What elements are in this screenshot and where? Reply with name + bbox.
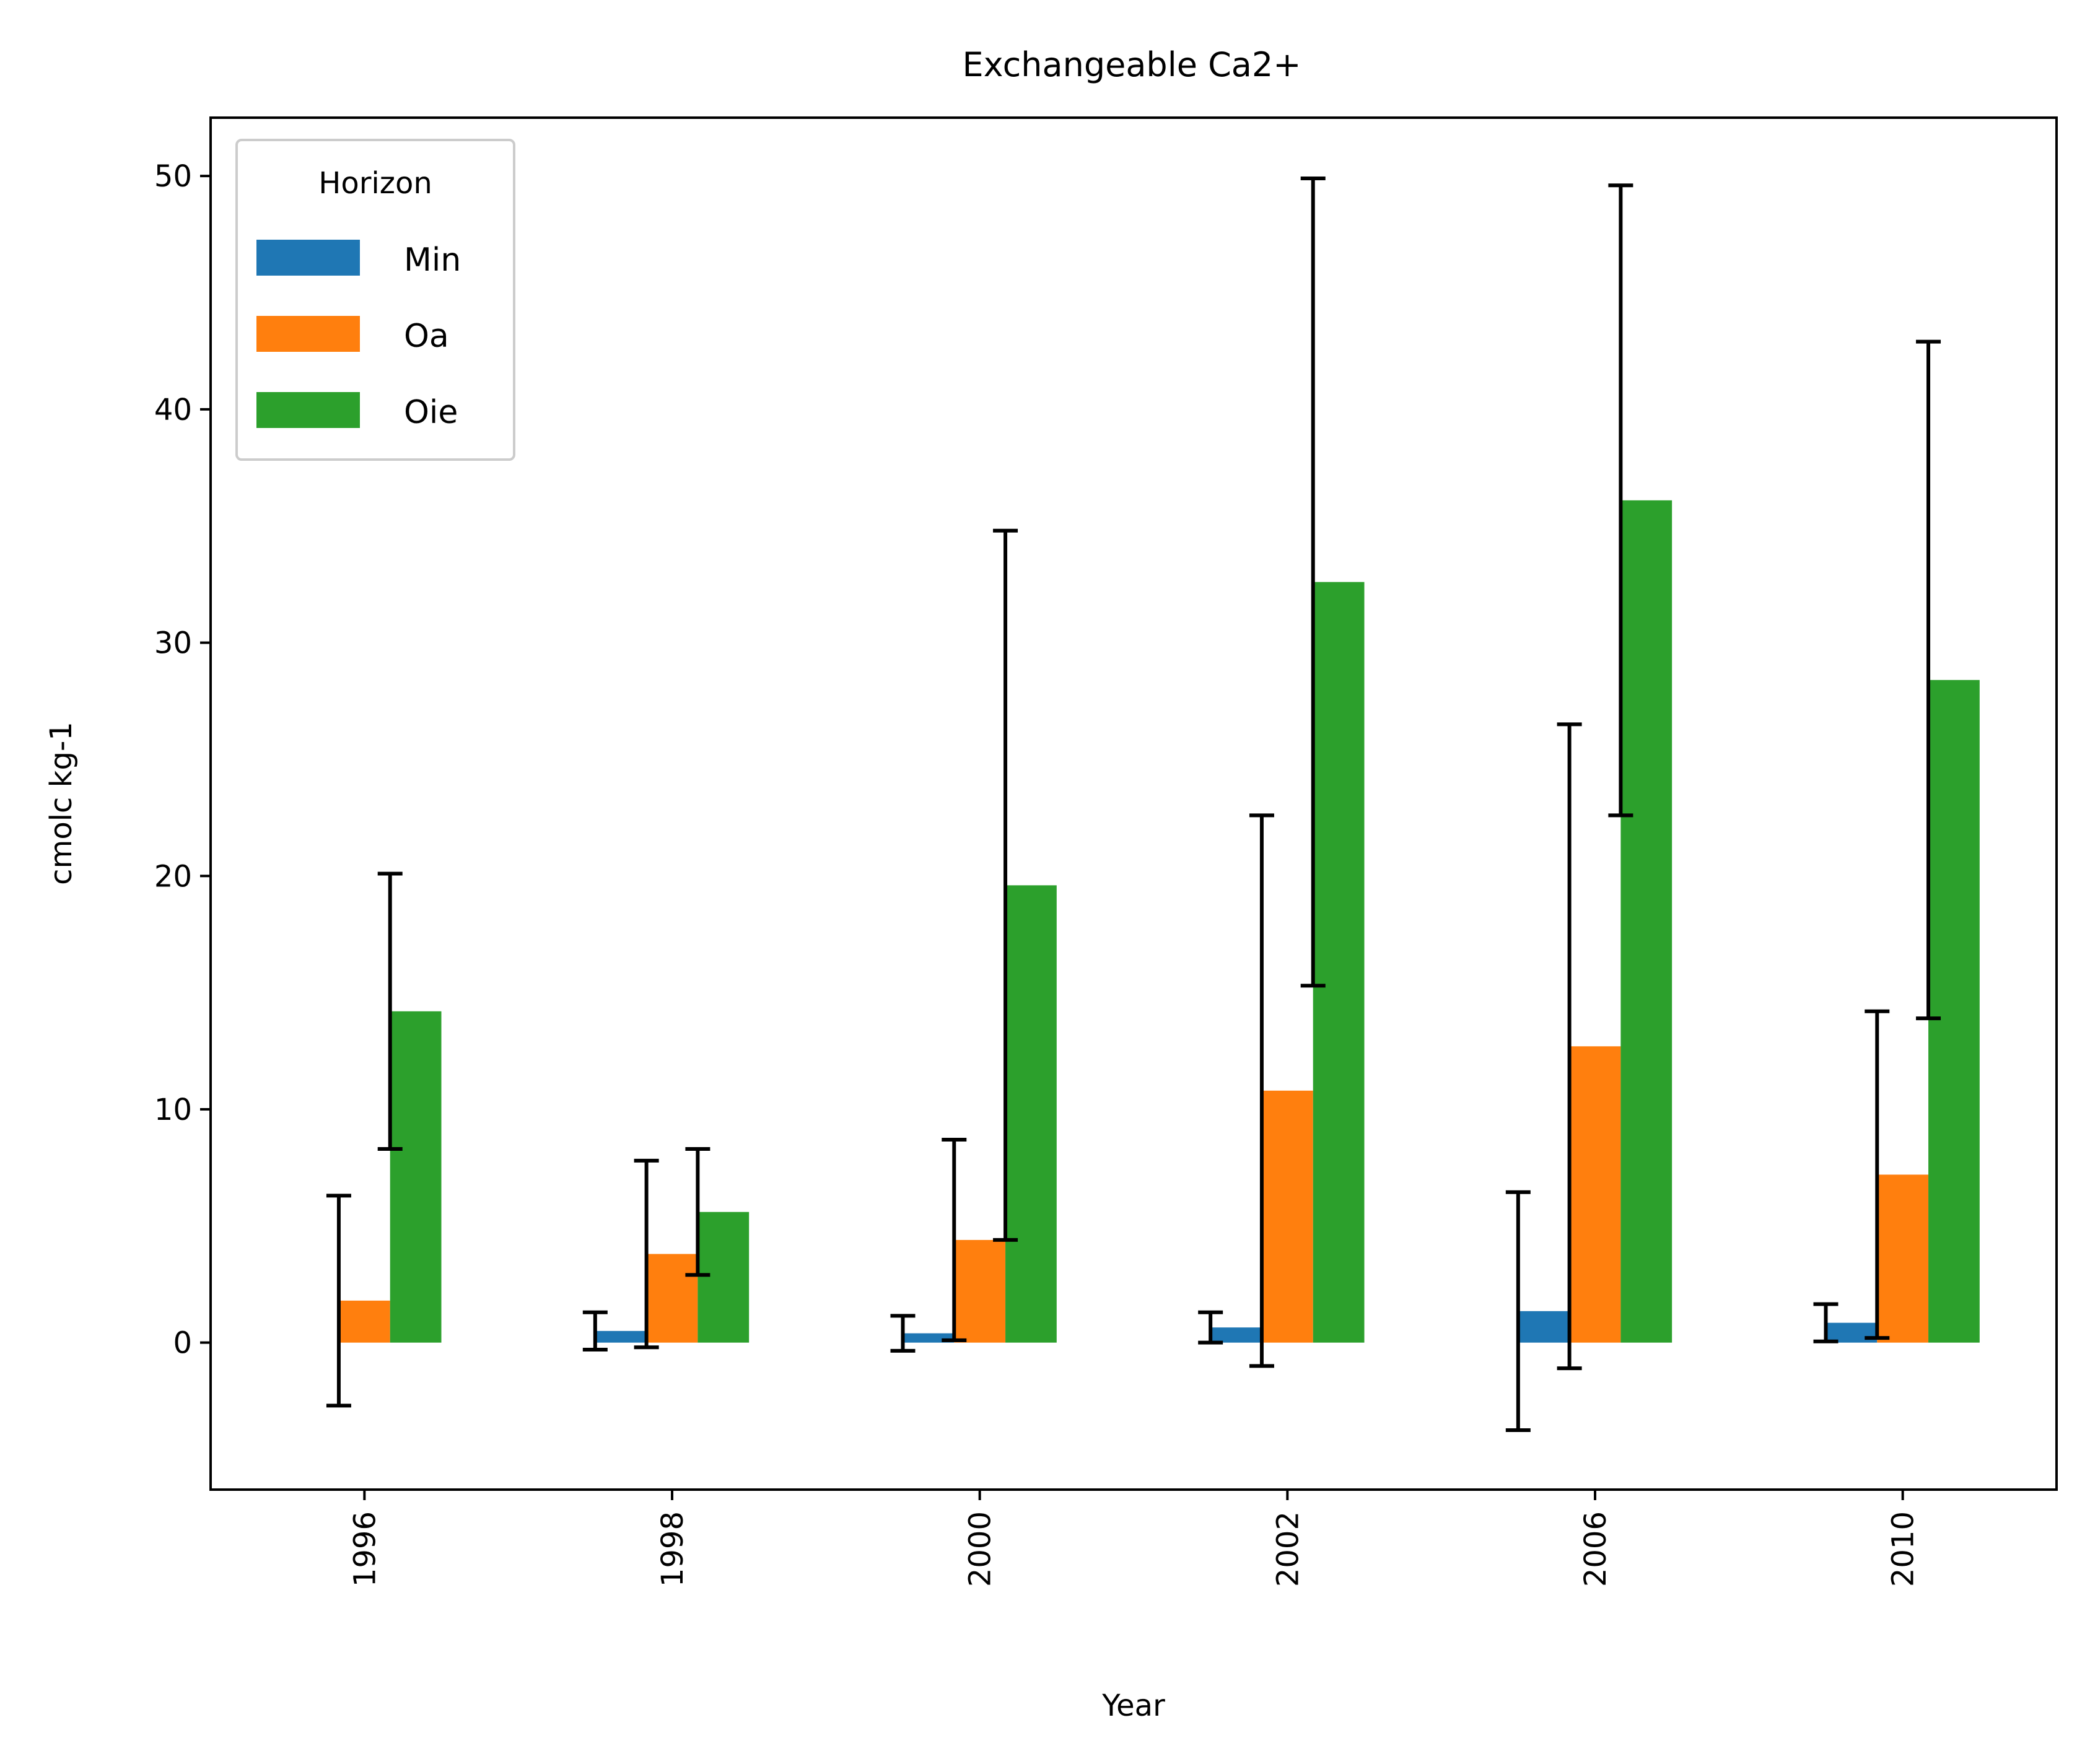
y-tick-label: 30 xyxy=(154,626,192,661)
bar-oie xyxy=(390,1011,442,1343)
legend-swatch-min xyxy=(256,240,360,276)
y-tick-label: 0 xyxy=(173,1326,192,1361)
bar-min xyxy=(903,1333,955,1343)
bar-min xyxy=(1518,1311,1570,1343)
x-tick-label: 1998 xyxy=(655,1511,690,1587)
legend-box xyxy=(235,139,515,461)
errorbars-layer xyxy=(326,176,1941,1432)
y-tick-label: 20 xyxy=(154,859,192,894)
bar-oie xyxy=(1928,679,1980,1343)
legend-label-oie: Oie xyxy=(404,394,458,431)
legend-label-min: Min xyxy=(404,242,461,279)
bar-oa xyxy=(1261,1090,1313,1343)
legend-swatch-oa xyxy=(256,316,360,352)
bar-min xyxy=(595,1330,647,1343)
bar-oa xyxy=(338,1300,390,1343)
legend-title: Horizon xyxy=(318,166,432,201)
legend: Horizon Min Oa Oie xyxy=(235,139,515,461)
bar-oie xyxy=(697,1212,750,1343)
bar-oie xyxy=(1005,885,1057,1343)
x-axis: 1996 1998 2000 2002 2006 2010 xyxy=(348,1490,1921,1587)
bar-oa xyxy=(1877,1174,1929,1343)
bar-oa xyxy=(646,1254,698,1343)
plot-frame xyxy=(209,116,2058,1491)
y-tick-label: 40 xyxy=(154,393,192,427)
bar-oie xyxy=(1313,582,1365,1343)
x-tick-label: 2000 xyxy=(963,1511,998,1587)
chart-title: Exchangeable Ca2+ xyxy=(962,45,1301,84)
x-axis-label: Year xyxy=(1101,1688,1165,1723)
bar-oa xyxy=(954,1239,1006,1343)
x-tick-label: 2002 xyxy=(1270,1511,1305,1587)
x-tick-label: 1996 xyxy=(348,1511,382,1587)
bars-layer xyxy=(338,500,1980,1343)
legend-swatch-oie xyxy=(256,392,360,428)
x-tick-label: 2010 xyxy=(1886,1511,1921,1587)
bar-oa xyxy=(1569,1046,1621,1343)
y-tick-label: 50 xyxy=(154,159,192,194)
bar-min xyxy=(1210,1327,1262,1343)
legend-label-oa: Oa xyxy=(404,318,449,355)
y-tick-label: 10 xyxy=(154,1093,192,1127)
y-axis: 0 10 20 30 40 50 xyxy=(154,159,211,1361)
y-axis-label: cmolc kg-1 xyxy=(44,722,79,885)
x-tick-label: 2006 xyxy=(1578,1511,1613,1587)
bar-oie xyxy=(1620,500,1672,1343)
